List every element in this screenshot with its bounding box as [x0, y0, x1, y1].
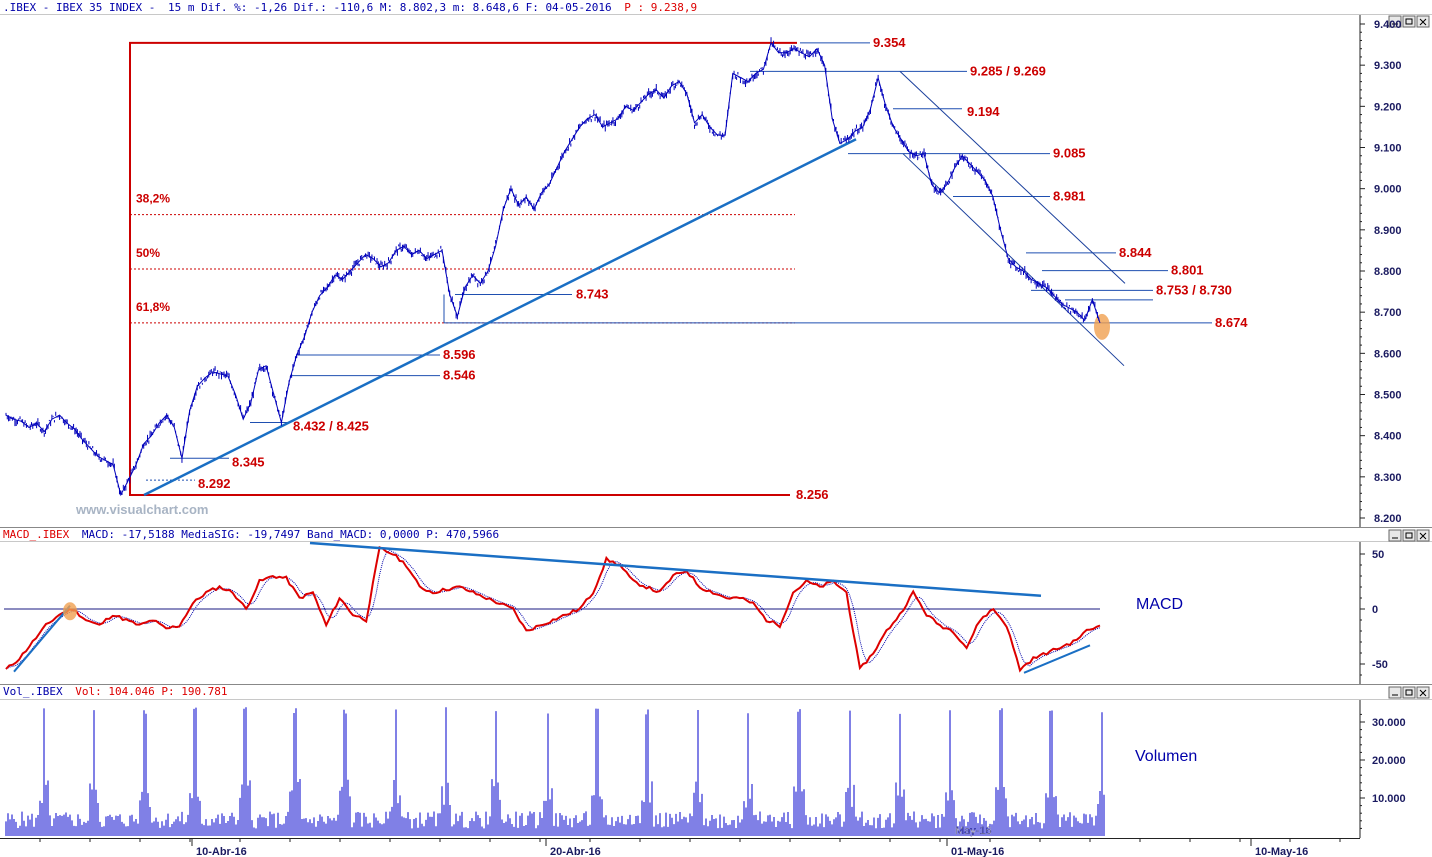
y-tick-label: 9.300 — [1374, 60, 1402, 72]
watermark: www.visualchart.com — [75, 502, 208, 517]
y-tick-label: 8.900 — [1374, 225, 1402, 237]
close-icon — [1419, 532, 1427, 540]
macd-panel — [0, 541, 1432, 684]
y-tick-label: 9.200 — [1374, 101, 1402, 113]
y-tick-label: 9.400 — [1374, 19, 1402, 31]
maximize-icon — [1405, 689, 1413, 696]
volume-header: Vol_.IBEX Vol: 104.046 P: 190.781 — [3, 685, 228, 698]
level-label: 9.085 — [1053, 146, 1086, 161]
volume-title: Volumen — [1135, 748, 1197, 765]
y-tick-label: 10.000 — [1372, 793, 1406, 805]
level-label: 9.285 / 9.269 — [970, 63, 1046, 78]
level-label: 8.432 / 8.425 — [293, 418, 369, 433]
price-y-axis: 8.200 8.300 8.400 8.500 8.600 8.700 8.800 8.900… — [1360, 19, 1402, 525]
macd-signal-line — [5, 549, 1101, 670]
level-label: 8.801 — [1171, 263, 1204, 278]
price-header-prefix: .IBEX - IBEX 35 INDEX - — [3, 1, 155, 14]
minimize-button[interactable] — [1388, 686, 1402, 699]
level-label: 8.753 / 8.730 — [1156, 282, 1232, 297]
y-tick-label: 8.700 — [1374, 307, 1402, 319]
level-labels: 9.354 9.285 / 9.269 9.194 9.085 8.981 8.844 8.… — [198, 35, 1248, 502]
uptrend-line — [143, 138, 857, 497]
channel-upper-line — [899, 70, 1126, 284]
price-header-values: 15 m Dif. %: -1,26 Dif.: -110,6 M: 8.802… — [168, 1, 612, 14]
macd-line — [5, 546, 1101, 673]
y-tick-label: 50 — [1372, 549, 1384, 561]
fib-label: 38,2% — [136, 192, 170, 206]
volume-y-axis: 10.000 20.000 30.000 — [1360, 713, 1406, 829]
fib-label: 50% — [136, 246, 160, 260]
y-tick-label: 8.500 — [1374, 390, 1402, 402]
highlight-marker — [1094, 313, 1110, 340]
y-tick-label: 9.100 — [1374, 143, 1402, 155]
minimize-button[interactable] — [1388, 15, 1402, 28]
volume-panel-controls — [1388, 686, 1430, 699]
macd-y-axis: 50 0 -50 — [1360, 549, 1388, 676]
level-label: 8.981 — [1053, 188, 1086, 203]
macd-trend-line — [309, 541, 1042, 598]
maximize-icon — [1405, 18, 1413, 25]
macd-title: MACD — [1136, 596, 1183, 613]
maximize-icon — [1405, 532, 1413, 539]
price-header-last: P : 9.238,9 — [624, 1, 697, 14]
x-axis: 10-Abr-16 20-Abr-16 01-May-16 10-May-16 — [39, 838, 1341, 857]
level-label: 8.345 — [232, 454, 265, 469]
price-line — [5, 41, 1101, 497]
y-tick-label: 9.000 — [1374, 184, 1402, 196]
y-tick-label: 8.200 — [1374, 513, 1402, 525]
level-label: 8.292 — [198, 476, 231, 491]
level-label: 8.674 — [1215, 315, 1248, 330]
x-tick-label-faint: May-16 — [955, 825, 992, 837]
volume-header-name: Vol_.IBEX — [3, 685, 63, 698]
y-tick-label: 0 — [1372, 604, 1378, 616]
x-tick-label: 10-May-16 — [1255, 846, 1308, 857]
maximize-button[interactable] — [1402, 15, 1416, 28]
level-lines — [146, 42, 1212, 481]
level-label: 9.354 — [873, 35, 906, 50]
macd-divergence-line — [1023, 644, 1091, 674]
macd-header-name: MACD_.IBEX — [3, 528, 70, 541]
y-tick-label: 8.300 — [1374, 472, 1402, 484]
x-tick-label: 01-May-16 — [951, 846, 1004, 857]
close-icon — [1419, 18, 1427, 26]
close-icon — [1419, 689, 1427, 697]
volume-plot: May-16 — [5, 707, 1105, 837]
level-label: 9.194 — [967, 104, 1000, 119]
x-tick-label: 20-Abr-16 — [550, 846, 601, 857]
y-tick-label: 20.000 — [1372, 755, 1406, 767]
macd-header-values: MACD: -17,5188 MediaSIG: -19,7497 Band_M… — [82, 528, 499, 541]
level-label: 8.596 — [443, 347, 476, 362]
level-label: 8.844 — [1119, 245, 1152, 260]
fib-label: 61,8% — [136, 300, 170, 314]
y-tick-label: 8.400 — [1374, 431, 1402, 443]
y-tick-label: 8.800 — [1374, 266, 1402, 278]
maximize-button[interactable] — [1402, 686, 1416, 699]
macd-plot — [4, 541, 1101, 674]
y-tick-label: 8.600 — [1374, 348, 1402, 360]
price-panel — [0, 14, 1432, 527]
macd-highlight-marker — [63, 602, 77, 621]
y-tick-label: -50 — [1372, 659, 1388, 671]
volume-header-values: Vol: 104.046 P: 190.781 — [75, 685, 227, 698]
price-header: .IBEX - IBEX 35 INDEX - 15 m Dif. %: -1,… — [3, 1, 697, 14]
level-label: 8.546 — [443, 368, 476, 383]
level-label: 8.743 — [576, 286, 609, 301]
volume-panel — [0, 699, 1432, 839]
macd-panel-controls — [1388, 529, 1430, 542]
minimize-button[interactable] — [1388, 529, 1402, 542]
x-tick-label: 10-Abr-16 — [196, 846, 247, 857]
price-series — [5, 37, 1101, 497]
y-tick-label: 30.000 — [1372, 717, 1406, 729]
macd-header: MACD_.IBEX MACD: -17,5188 MediaSIG: -19,… — [3, 528, 499, 541]
maximize-button[interactable] — [1402, 529, 1416, 542]
level-label: 8.256 — [796, 487, 829, 502]
macd-divergence-line — [13, 605, 71, 673]
price-panel-controls — [1388, 15, 1430, 28]
